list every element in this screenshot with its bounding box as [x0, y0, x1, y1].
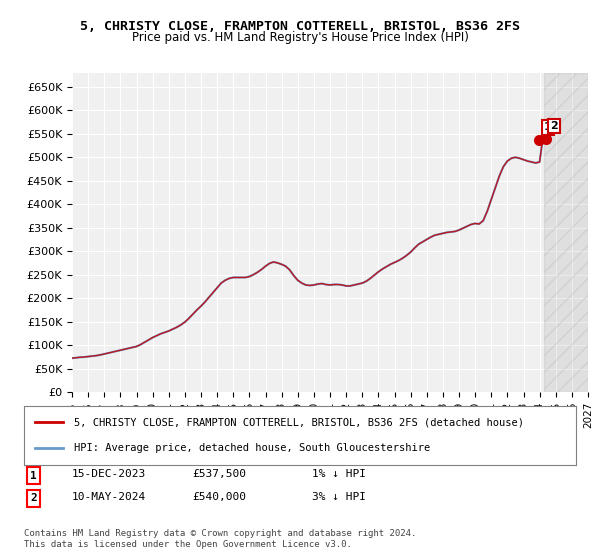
Text: 15-DEC-2023: 15-DEC-2023: [72, 469, 146, 479]
Text: 1: 1: [30, 471, 37, 481]
Text: HPI: Average price, detached house, South Gloucestershire: HPI: Average price, detached house, Sout…: [74, 444, 430, 454]
Text: 5, CHRISTY CLOSE, FRAMPTON COTTERELL, BRISTOL, BS36 2FS (detached house): 5, CHRISTY CLOSE, FRAMPTON COTTERELL, BR…: [74, 417, 524, 427]
Bar: [544, 73, 588, 392]
Text: 3% ↓ HPI: 3% ↓ HPI: [312, 492, 366, 502]
Text: 1% ↓ HPI: 1% ↓ HPI: [312, 469, 366, 479]
Text: £537,500: £537,500: [192, 469, 246, 479]
Text: 2: 2: [30, 493, 37, 503]
Text: 2: 2: [550, 121, 558, 131]
Text: 10-MAY-2024: 10-MAY-2024: [72, 492, 146, 502]
Text: £540,000: £540,000: [192, 492, 246, 502]
Text: Price paid vs. HM Land Registry's House Price Index (HPI): Price paid vs. HM Land Registry's House …: [131, 31, 469, 44]
Text: Contains HM Land Registry data © Crown copyright and database right 2024.
This d: Contains HM Land Registry data © Crown c…: [24, 529, 416, 549]
Text: 1: 1: [544, 122, 551, 132]
Text: 5, CHRISTY CLOSE, FRAMPTON COTTERELL, BRISTOL, BS36 2FS: 5, CHRISTY CLOSE, FRAMPTON COTTERELL, BR…: [80, 20, 520, 32]
